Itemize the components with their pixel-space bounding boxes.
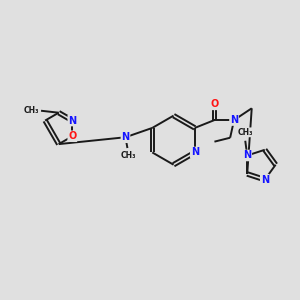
Text: CH₃: CH₃ (121, 151, 136, 160)
Text: N: N (68, 116, 76, 126)
Text: O: O (68, 131, 76, 141)
Text: N: N (122, 132, 130, 142)
Text: N: N (261, 175, 269, 185)
Text: CH₃: CH₃ (24, 106, 39, 115)
Text: N: N (243, 151, 251, 160)
Text: N: N (230, 115, 238, 125)
Text: CH₃: CH₃ (238, 128, 253, 137)
Text: O: O (210, 99, 219, 110)
Text: N: N (191, 148, 199, 158)
